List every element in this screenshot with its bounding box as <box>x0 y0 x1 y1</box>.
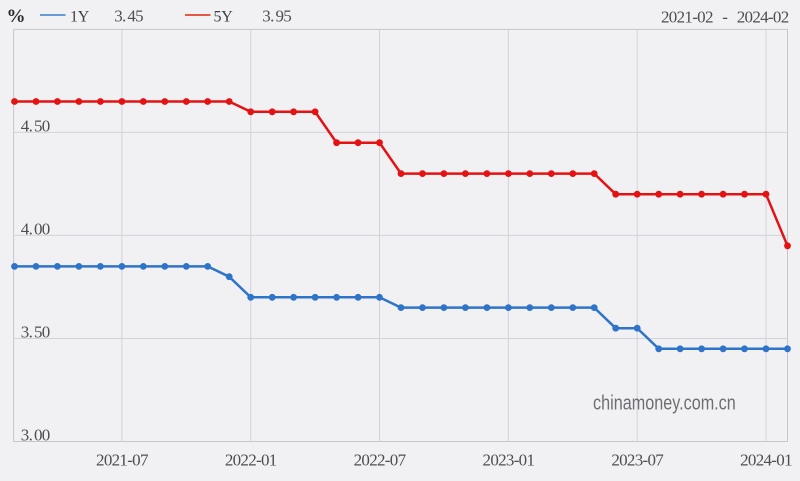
svg-text:2021-07: 2021-07 <box>96 450 149 469</box>
svg-text:2023-07: 2023-07 <box>611 450 664 469</box>
svg-text:3.45: 3. 45 <box>114 6 143 25</box>
svg-text:2024-01: 2024-01 <box>740 450 792 469</box>
svg-text:3.50: 3. 50 <box>21 323 50 342</box>
svg-text:1Y: 1Y <box>70 8 90 25</box>
svg-text:%: % <box>7 6 26 27</box>
svg-text:4.50: 4. 50 <box>21 116 50 135</box>
svg-text:chinamoney.com.cn: chinamoney.com.cn <box>593 390 736 413</box>
svg-text:3.95: 3. 95 <box>262 6 291 25</box>
svg-text:2023-01: 2023-01 <box>483 450 535 469</box>
svg-text:4.00: 4. 00 <box>21 219 50 238</box>
svg-text:2022-01: 2022-01 <box>225 450 277 469</box>
svg-text:5Y: 5Y <box>214 8 234 25</box>
svg-text:2022-07: 2022-07 <box>354 450 407 469</box>
svg-text:2021-02-2024-02: 2021-02-2024-02 <box>661 8 789 27</box>
svg-text:3.00: 3. 00 <box>21 426 50 445</box>
